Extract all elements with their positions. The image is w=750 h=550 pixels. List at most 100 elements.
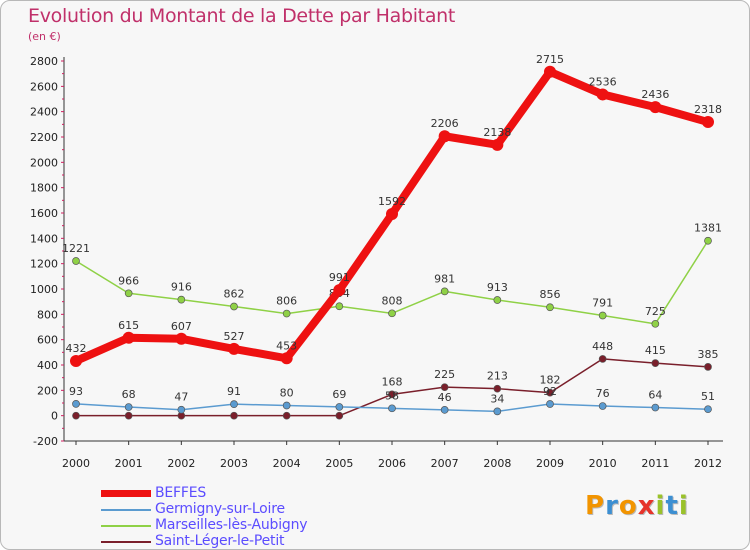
data-label-beffes: 2715 xyxy=(536,53,564,66)
data-label-saint-leger-le-petit: 415 xyxy=(645,344,666,357)
chart-unit: (en €) xyxy=(28,30,61,43)
data-label-saint-leger-le-petit: 385 xyxy=(698,348,719,361)
data-label-germigny-sur-loire: 51 xyxy=(701,390,715,403)
data-point-beffes xyxy=(228,342,240,355)
y-tick-label: 1400 xyxy=(30,232,58,245)
data-point-marseilles-les-aubigny xyxy=(598,311,607,320)
logo-letter: r xyxy=(605,491,619,521)
data-label-beffes: 453 xyxy=(276,339,297,352)
data-label-saint-leger-le-petit: 168 xyxy=(382,375,403,388)
data-label-beffes: 607 xyxy=(171,320,192,333)
data-label-marseilles-les-aubigny: 862 xyxy=(224,287,245,300)
x-tick-label: 2004 xyxy=(273,457,301,470)
data-point-germigny-sur-loire xyxy=(440,405,449,414)
data-label-beffes: 2536 xyxy=(589,75,617,88)
data-label-marseilles-les-aubigny: 808 xyxy=(382,294,403,307)
data-point-beffes xyxy=(70,354,82,367)
y-tick-label: 2000 xyxy=(30,156,58,169)
data-label-saint-leger-le-petit: 448 xyxy=(592,340,613,353)
data-point-saint-leger-le-petit xyxy=(546,388,554,397)
data-point-beffes xyxy=(333,284,346,297)
data-point-beffes xyxy=(649,101,662,114)
data-point-beffes xyxy=(544,65,556,78)
data-label-beffes: 991 xyxy=(329,271,350,284)
data-point-germigny-sur-loire xyxy=(335,403,344,411)
data-point-marseilles-les-aubigny xyxy=(440,287,449,296)
data-point-beffes xyxy=(702,116,714,129)
data-label-germigny-sur-loire: 46 xyxy=(438,391,452,404)
data-point-beffes xyxy=(175,332,188,345)
data-point-beffes xyxy=(280,352,293,365)
proxiti-logo: Proxiti xyxy=(585,491,689,521)
data-point-germigny-sur-loire xyxy=(124,403,133,411)
legend-swatch xyxy=(101,525,151,527)
x-tick-label: 2002 xyxy=(167,457,195,470)
data-point-germigny-sur-loire xyxy=(388,404,396,413)
data-point-saint-leger-le-petit xyxy=(282,411,291,420)
x-tick-label: 2012 xyxy=(694,457,722,470)
data-label-beffes: 2206 xyxy=(431,117,459,130)
data-point-marseilles-les-aubigny xyxy=(335,302,344,311)
data-point-saint-leger-le-petit xyxy=(72,411,80,420)
data-point-germigny-sur-loire xyxy=(493,407,502,416)
y-tick-label: 2400 xyxy=(30,106,58,119)
data-point-saint-leger-le-petit xyxy=(651,359,660,367)
data-point-marseilles-les-aubigny xyxy=(388,309,396,318)
data-label-germigny-sur-loire: 64 xyxy=(648,389,662,402)
data-point-saint-leger-le-petit xyxy=(230,411,238,420)
data-label-beffes: 1592 xyxy=(378,195,406,208)
y-tick-label: 2600 xyxy=(30,80,58,93)
logo-letter: o xyxy=(618,491,638,521)
y-tick-label: 1600 xyxy=(30,207,58,220)
x-tick-label: 2010 xyxy=(589,457,617,470)
data-point-marseilles-les-aubigny xyxy=(72,257,80,265)
x-tick-label: 2009 xyxy=(536,457,564,470)
legend-label: Saint-Léger-le-Petit xyxy=(155,533,285,549)
data-point-germigny-sur-loire xyxy=(230,400,238,408)
legend-label: BEFFES xyxy=(155,485,207,501)
data-label-saint-leger-le-petit: 182 xyxy=(540,374,561,387)
data-label-marseilles-les-aubigny: 981 xyxy=(434,272,455,285)
data-label-marseilles-les-aubigny: 806 xyxy=(276,295,297,308)
x-tick-label: 2000 xyxy=(62,457,90,470)
y-tick-label: -200 xyxy=(33,435,58,448)
legend-item-saint-leger-le-petit: Saint-Léger-le-Petit xyxy=(101,533,361,549)
data-label-saint-leger-le-petit: 213 xyxy=(487,370,508,383)
data-label-marseilles-les-aubigny: 913 xyxy=(487,281,508,294)
data-label-beffes: 2318 xyxy=(694,103,722,116)
data-label-germigny-sur-loire: 80 xyxy=(280,387,294,400)
data-point-saint-leger-le-petit xyxy=(335,411,344,420)
x-tick-label: 2003 xyxy=(220,457,248,470)
data-point-germigny-sur-loire xyxy=(72,400,80,408)
data-point-beffes xyxy=(122,331,135,344)
data-point-germigny-sur-loire xyxy=(704,405,712,414)
data-point-marseilles-les-aubigny xyxy=(177,295,186,304)
data-label-germigny-sur-loire: 76 xyxy=(596,387,610,400)
x-tick-label: 2006 xyxy=(378,457,406,470)
data-point-beffes xyxy=(438,130,451,143)
data-point-marseilles-les-aubigny xyxy=(651,319,660,328)
data-label-germigny-sur-loire: 34 xyxy=(490,392,504,405)
data-point-marseilles-les-aubigny xyxy=(493,296,502,304)
data-label-beffes: 2138 xyxy=(483,126,511,139)
legend-label: Germigny-sur-Loire xyxy=(155,501,285,517)
data-label-saint-leger-le-petit: 225 xyxy=(434,368,455,381)
data-point-saint-leger-le-petit xyxy=(388,390,396,399)
y-tick-label: 1800 xyxy=(30,182,58,195)
data-label-beffes: 615 xyxy=(118,319,139,332)
data-point-germigny-sur-loire xyxy=(177,405,186,414)
y-tick-label: 1000 xyxy=(30,283,58,296)
y-tick-label: 2800 xyxy=(30,55,58,68)
logo-letter: i xyxy=(655,491,666,521)
y-tick-label: 400 xyxy=(37,359,58,372)
data-point-saint-leger-le-petit xyxy=(704,363,712,371)
data-point-marseilles-les-aubigny xyxy=(124,289,133,298)
logo-letter: t xyxy=(665,491,679,521)
legend-swatch xyxy=(101,490,151,497)
data-label-germigny-sur-loire: 92 xyxy=(543,385,557,398)
data-point-marseilles-les-aubigny xyxy=(546,303,554,312)
data-label-beffes: 527 xyxy=(224,330,245,343)
y-tick-label: 2200 xyxy=(30,131,58,144)
y-tick-label: 800 xyxy=(37,308,58,321)
